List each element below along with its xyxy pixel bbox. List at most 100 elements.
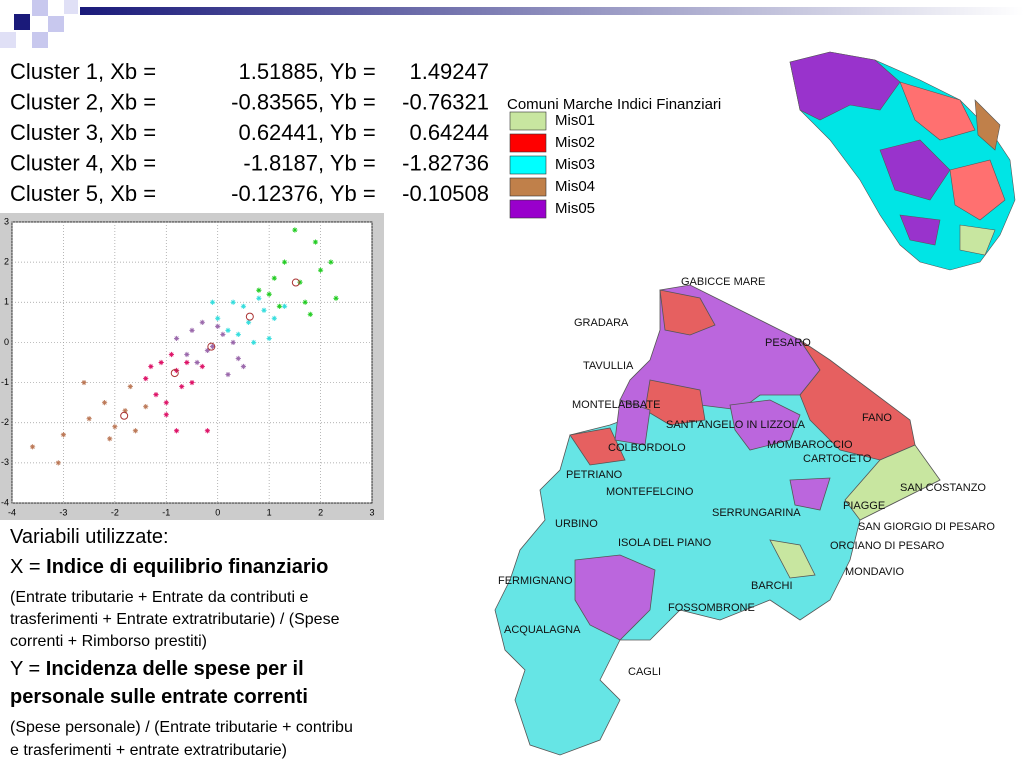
y-tick-label: -4 [1, 497, 9, 507]
map-label: FANO [862, 412, 892, 424]
centroid [245, 312, 254, 321]
note-line: trasferimenti + Entrate extratributarie)… [10, 611, 340, 628]
point [189, 379, 195, 386]
point [256, 287, 262, 293]
point [261, 307, 267, 313]
point [240, 303, 247, 309]
point [55, 460, 61, 466]
cluster-yb: 0.64244 [409, 120, 489, 145]
map-label: ISOLA DEL PIANO [618, 537, 712, 549]
point [199, 363, 205, 370]
cluster-label: Cluster 1, Xb = [10, 59, 156, 84]
map-label: MONTEFELCINO [606, 486, 694, 498]
legend-swatch [509, 199, 547, 219]
cluster-yb: -0.76321 [402, 89, 489, 114]
y-tick-label: 0 [4, 337, 9, 347]
map-label: MONDAVIO [845, 566, 905, 578]
x-tick-label: -4 [8, 507, 16, 517]
point [215, 323, 221, 329]
point [112, 424, 118, 430]
legend-label: Mis02 [555, 134, 595, 151]
point [86, 416, 92, 422]
point [302, 299, 308, 305]
point [225, 371, 231, 378]
map-label: SERRUNGARINA [712, 507, 801, 519]
note-text: Indice di equilibrio finanziario [46, 556, 328, 578]
point [153, 392, 159, 398]
cluster-sep: , Yb = [318, 89, 376, 114]
cluster-xb: -0.83565 [231, 89, 318, 114]
y-tick-label: 3 [4, 216, 9, 226]
point [266, 335, 272, 342]
map-label: CAGLI [628, 666, 661, 678]
map-label: SAN GIORGIO DI PESARO [858, 521, 995, 533]
map-label: GABICCE MARE [681, 276, 765, 288]
y-tick-label: 2 [4, 257, 9, 267]
point [271, 315, 277, 321]
province-map [494, 284, 941, 756]
x-tick-label: 1 [267, 507, 272, 517]
point [220, 331, 226, 337]
note-line: correnti + Rimborso prestiti) [10, 633, 207, 650]
point [209, 343, 216, 350]
note-text: (Entrate tributarie + Entrate da contrib… [10, 589, 308, 606]
point [245, 319, 252, 325]
map-label: PESARO [765, 337, 811, 349]
cluster-yb: -0.10508 [402, 181, 489, 206]
point [266, 291, 272, 297]
map-label: TAVULLIA [583, 360, 634, 372]
note-text: (Spese personale) / (Entrate tributarie … [10, 719, 353, 736]
cluster-xb: 0.62441 [238, 120, 318, 145]
legend-label: Mis04 [555, 178, 595, 195]
x-tick-label: -3 [59, 507, 67, 517]
legend-swatch [509, 111, 547, 131]
map-label: ACQUALAGNA [504, 624, 581, 636]
centroid [207, 342, 216, 351]
note-line: e trasferimenti + entrate extratributari… [10, 742, 287, 759]
point [173, 335, 180, 342]
map-labels: GABICCE MARE GRADARA PESARO TAVULLIA MONTELA… [498, 276, 995, 678]
cluster-label: Cluster 2, Xb = [10, 89, 156, 114]
point [230, 299, 236, 305]
map-label: SAN COSTANZO [900, 482, 986, 494]
legend-title: Comuni Marche Indici Finanziari [507, 96, 721, 113]
note-text: personale sulle entrate correnti [10, 686, 308, 708]
point [60, 432, 67, 438]
map-label: COLBORDOLO [608, 442, 686, 454]
point [307, 311, 313, 317]
map-label: GRADARA [574, 317, 629, 329]
cluster-label: Cluster 3, Xb = [10, 120, 156, 145]
point [143, 375, 149, 382]
point [240, 363, 247, 370]
point [163, 400, 169, 406]
point [215, 315, 221, 321]
note-text: correnti + Rimborso prestiti) [10, 633, 207, 650]
map-label: MOMBAROCCIO [767, 439, 853, 451]
map-label: FERMIGNANO [498, 575, 573, 587]
y-tick-label: 1 [4, 297, 9, 307]
point [163, 412, 169, 418]
cluster-sep: , Yb = [318, 120, 376, 145]
note-line: personale sulle entrate correnti [10, 686, 308, 708]
y-tick-label: -3 [1, 457, 9, 467]
x-tick-label: 0 [215, 507, 220, 517]
map-label: ORCIANO DI PESARO [830, 540, 945, 552]
centroid [170, 369, 179, 378]
point [281, 259, 288, 265]
map-label: PETRIANO [566, 469, 623, 481]
point [204, 347, 211, 354]
map-label: SANT'ANGELO IN LIZZOLA [666, 419, 806, 431]
cluster-xb: 1.51885 [238, 59, 318, 84]
legend-label: Mis01 [555, 112, 595, 129]
note-text: e trasferimenti + entrate extratributari… [10, 742, 287, 759]
point [29, 444, 36, 450]
note-text: trasferimenti + Entrate extratributarie)… [10, 611, 340, 628]
legend-label: Mis05 [555, 200, 595, 217]
point [189, 327, 195, 333]
point [127, 383, 133, 390]
point [194, 359, 200, 366]
x-tick-label: -2 [111, 507, 119, 517]
point [148, 363, 154, 370]
